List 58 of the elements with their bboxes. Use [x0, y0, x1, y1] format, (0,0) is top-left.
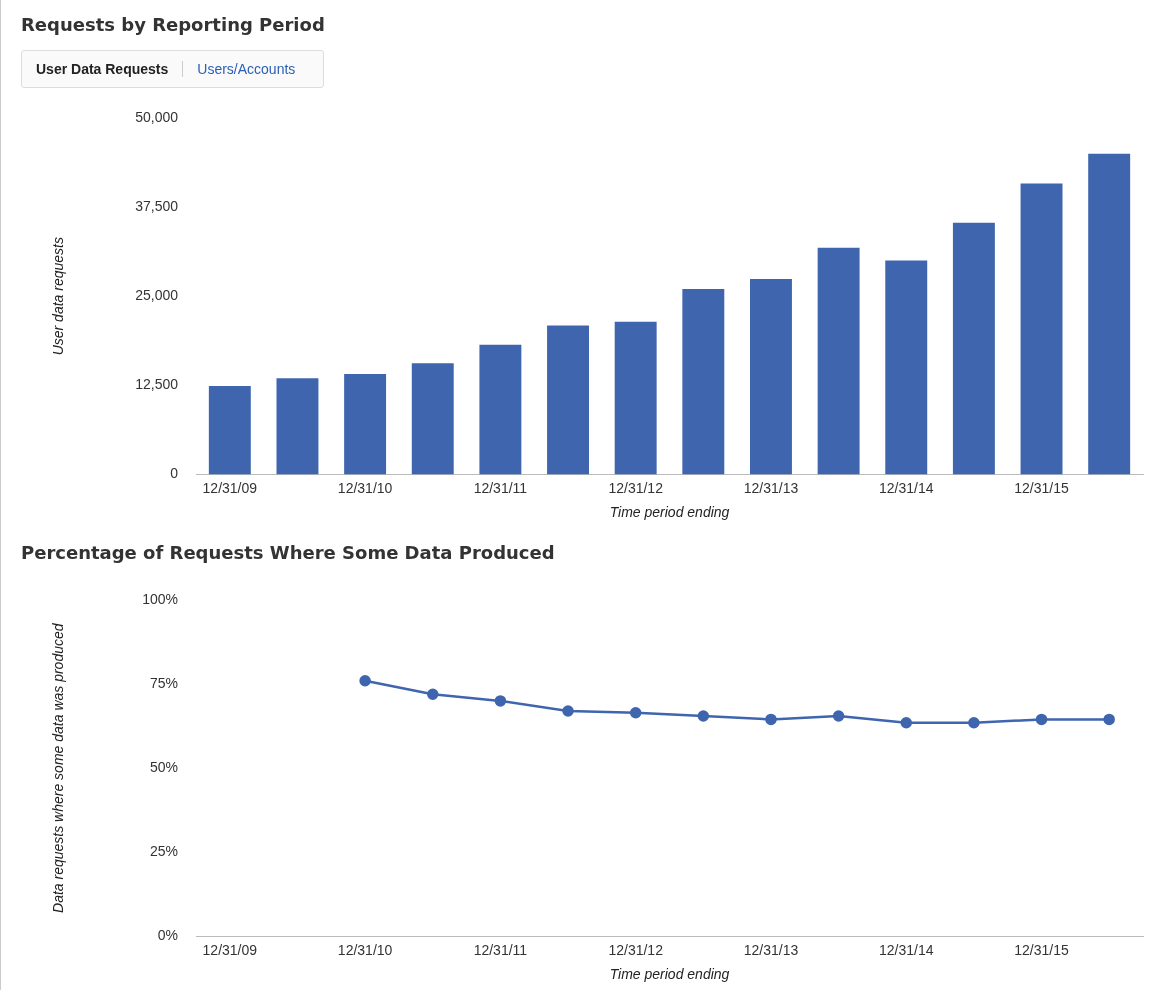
bar	[817, 247, 860, 475]
bar	[547, 325, 590, 475]
y-axis-title: Data requests where some data was produced	[50, 622, 67, 913]
y-tick-label: 100%	[142, 590, 178, 607]
bar	[682, 289, 725, 475]
y-tick-label: 12,500	[135, 376, 179, 393]
x-tick-label: 12/31/15	[1014, 479, 1069, 496]
x-tick-label: 12/31/13	[743, 941, 799, 958]
bar	[344, 373, 387, 475]
point	[494, 695, 507, 707]
y-tick-label: 0%	[157, 927, 178, 944]
text: User Data Requests	[36, 61, 184, 77]
point	[1103, 713, 1115, 726]
point	[697, 710, 710, 722]
bar	[1020, 183, 1063, 475]
chart-title: Requests by Reporting Period	[20, 13, 326, 37]
x-tick-label: 12/31/15	[1014, 941, 1069, 958]
x-tick-label: 12/31/10	[337, 941, 393, 958]
bar	[276, 378, 319, 475]
x-axis-title: Time period ending	[609, 966, 730, 983]
y-tick-label: 25,000	[135, 287, 179, 304]
x-tick-label: 12/31/09	[202, 941, 258, 958]
point	[629, 706, 642, 719]
x-tick-label: 12/31/11	[473, 479, 528, 496]
y-tick-label: 37,500	[135, 197, 179, 214]
bar	[479, 344, 522, 475]
bar	[885, 260, 928, 475]
x-tick-label: 12/31/12	[608, 941, 664, 958]
bar	[1088, 153, 1131, 475]
x-axis-title: Time period ending	[609, 504, 730, 521]
point	[427, 688, 439, 700]
point	[1035, 713, 1048, 726]
x-tick-label: 12/31/11	[473, 941, 528, 958]
bar	[614, 321, 657, 475]
x-tick-label: 12/31/12	[608, 479, 664, 496]
x-tick-label: 12/31/14	[879, 941, 934, 958]
x-tick-label: 12/31/09	[202, 479, 258, 496]
point	[832, 710, 845, 722]
y-tick-label: 50%	[149, 759, 178, 776]
bar	[952, 222, 995, 475]
y-tick-label: 50,000	[135, 108, 179, 125]
chart-title: Percentage of Requests Where Some Data Produced	[20, 541, 556, 565]
text: Users/Accounts	[196, 61, 297, 77]
y-tick-label: 75%	[149, 674, 178, 691]
point	[900, 717, 912, 729]
y-tick-label: 0	[170, 465, 179, 482]
y-tick-label: 25%	[149, 843, 178, 860]
point	[359, 674, 371, 687]
x-tick-label: 12/31/14	[879, 479, 934, 496]
point	[562, 705, 574, 717]
point	[968, 717, 980, 729]
bar	[411, 363, 454, 475]
y-axis-title: User data requests	[50, 237, 67, 356]
bar	[750, 279, 792, 475]
point	[765, 713, 777, 726]
x-tick-label: 12/31/13	[743, 479, 799, 496]
x-tick-label: 12/31/10	[337, 479, 393, 496]
bar	[208, 386, 251, 475]
